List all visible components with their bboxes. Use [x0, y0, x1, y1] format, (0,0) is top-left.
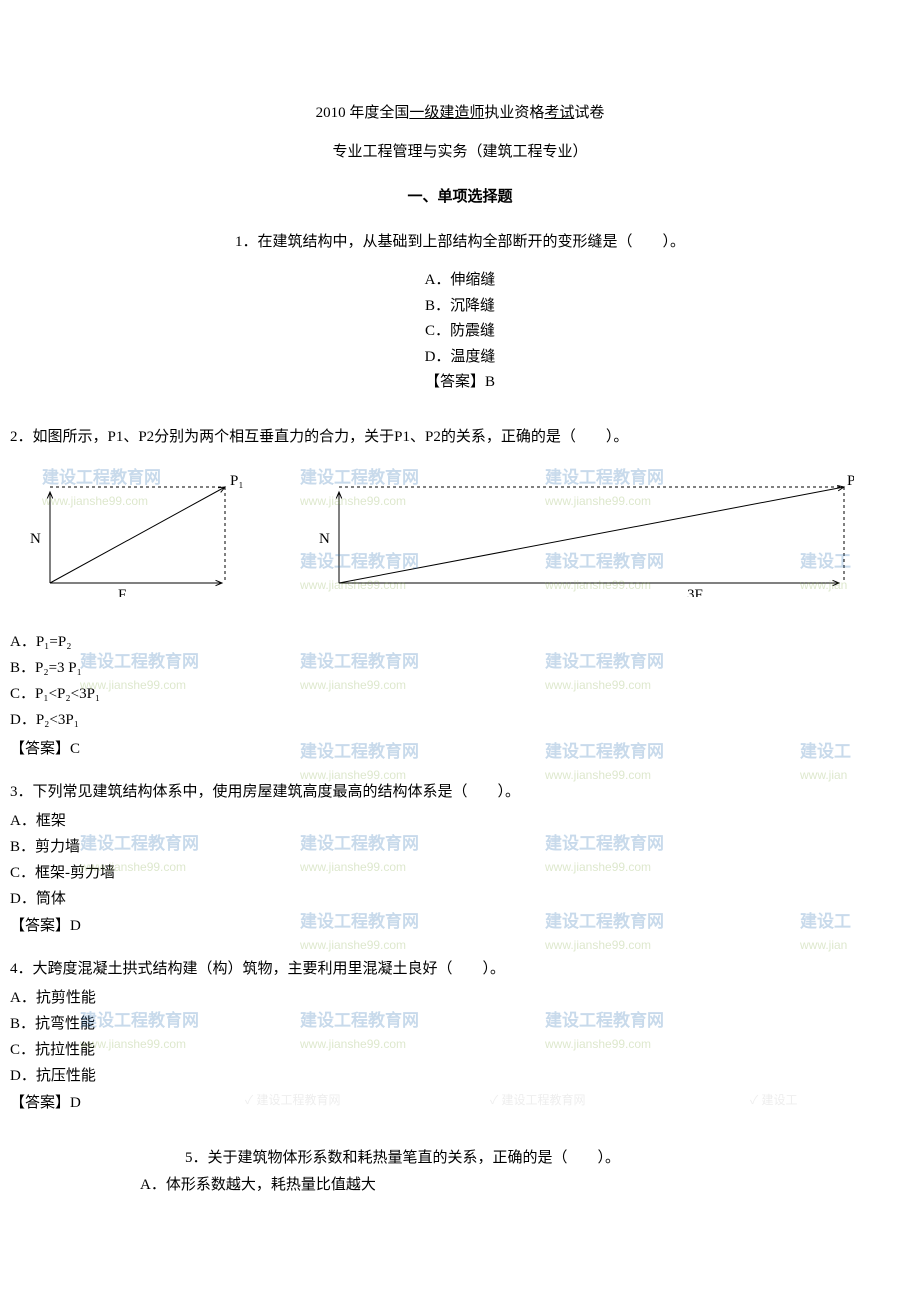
- q5-opt-a: A．体形系数越大，耗热量比值越大: [140, 1172, 780, 1199]
- q3-stem: 3．下列常见建筑结构体系中，使用房屋建筑高度最高的结构体系是（ ）。: [10, 779, 910, 806]
- full-width-region: 2．如图所示，P1、P2分别为两个相互垂直力的合力，关于P1、P2的关系，正确的…: [0, 424, 920, 1117]
- q2-opt-c: C．P₁<P₂<3P₁: [10, 681, 910, 707]
- vector-diagram-left-icon: P₁ N F: [10, 457, 255, 597]
- svg-text:3F: 3F: [687, 587, 703, 597]
- section-heading: 一、单项选择题: [140, 184, 780, 211]
- q1-opt-a: A．伸缩缝: [140, 268, 780, 294]
- q2-figure: P₁NF P₂N3F 建设工程教育网www.jianshe99.com 建设工程…: [10, 457, 910, 617]
- q2-figure-right: P₂ N 3F: [299, 457, 854, 617]
- q4-block: 4．大跨度混凝土拱式结构建（构）筑物，主要利用里混凝土良好（ ）。 A．抗剪性能…: [10, 956, 910, 1117]
- q1-opt-b: B．沉降缝: [140, 294, 780, 320]
- q4-opt-b: B．抗弯性能: [10, 1011, 910, 1037]
- q5-stem: 5．关于建筑物体形系数和耗热量笔直的关系，正确的是（ ）。: [140, 1145, 780, 1172]
- svg-text:P₂: P₂: [847, 473, 854, 489]
- title-suffix: 试卷: [574, 105, 604, 121]
- q4-opt-c: C．抗拉性能: [10, 1037, 910, 1063]
- q3-opt-d: D．筒体: [10, 886, 910, 912]
- q2-opt-a: A．P₁=P₂: [10, 629, 910, 655]
- q2-opt-b: B．P₂=3 P₁: [10, 655, 910, 681]
- q4-stem: 4．大跨度混凝土拱式结构建（构）筑物，主要利用里混凝土良好（ ）。: [10, 956, 910, 983]
- exam-title: 2010 年度全国一级建造师执业资格考试试卷: [140, 100, 780, 127]
- q3-opt-a: A．框架: [10, 808, 910, 834]
- q2-stem: 2．如图所示，P1、P2分别为两个相互垂直力的合力，关于P1、P2的关系，正确的…: [10, 424, 910, 451]
- svg-text:N: N: [319, 531, 330, 547]
- title-prefix: 2010 年度全国: [316, 105, 410, 121]
- svg-text:P₁: P₁: [230, 473, 244, 489]
- q1-options: A．伸缩缝 B．沉降缝 C．防震缝 D．温度缝 【答案】B: [140, 268, 780, 396]
- svg-text:F: F: [118, 587, 126, 597]
- q3-opt-c: C．框架-剪力墙: [10, 860, 910, 886]
- q2-figure-left: P₁ N F: [10, 457, 255, 617]
- q4-opt-d: D．抗压性能: [10, 1063, 910, 1089]
- q3-block: 3．下列常见建筑结构体系中，使用房屋建筑高度最高的结构体系是（ ）。 A．框架 …: [10, 779, 910, 940]
- q1-opt-c: C．防震缝: [140, 319, 780, 345]
- q4-opt-a: A．抗剪性能: [10, 985, 910, 1011]
- exam-subtitle: 专业工程管理与实务（建筑工程专业）: [140, 139, 780, 166]
- q1-answer: 【答案】B: [140, 370, 780, 396]
- q4-answer: 【答案】D: [10, 1090, 910, 1117]
- q3-answer: 【答案】D: [10, 913, 910, 940]
- title-link-exam[interactable]: 考试: [544, 105, 574, 121]
- svg-text:N: N: [30, 531, 41, 547]
- q2-answer: 【答案】C: [10, 736, 910, 763]
- q2-opt-d: D．P₂<3P₁: [10, 707, 910, 733]
- q2-answer-block: A．P₁=P₂ B．P₂=3 P₁ C．P₁<P₂<3P₁ D．P₂<3P₁ 【…: [10, 629, 910, 763]
- q1-opt-d: D．温度缝: [140, 345, 780, 371]
- q3-opt-b: B．剪力墙: [10, 834, 910, 860]
- vector-diagram-right-icon: P₂ N 3F: [299, 457, 854, 597]
- title-mid: 执业资格: [484, 105, 544, 121]
- title-link-builder[interactable]: 一级建造师: [409, 105, 484, 121]
- q1-stem: 1．在建筑结构中，从基础到上部结构全部断开的变形缝是（ ）。: [140, 229, 780, 256]
